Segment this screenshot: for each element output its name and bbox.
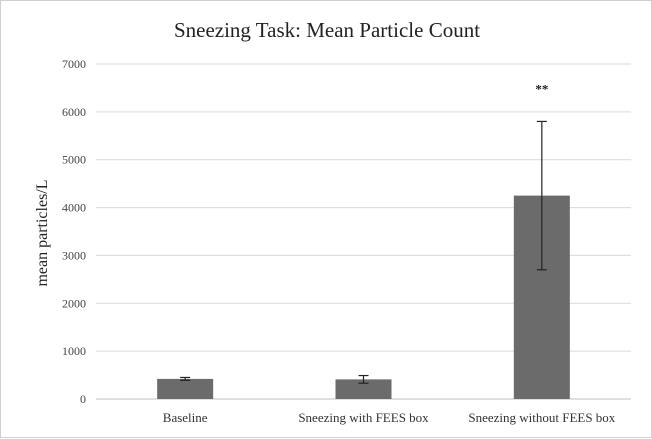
y-tick-label: 2000 [62, 296, 86, 310]
x-category-label: Sneezing without FEES box [468, 410, 615, 425]
error-bar [536, 120, 547, 271]
y-axis-label: mean particles/L [34, 179, 51, 286]
y-tick-label: 6000 [62, 105, 86, 119]
error-bar [180, 376, 191, 381]
chart-title: Sneezing Task: Mean Particle Count [174, 18, 480, 42]
y-tick-label: 5000 [62, 153, 86, 167]
y-axis-ticks: 0 1000 2000 3000 4000 5000 6000 7000 [62, 57, 86, 406]
x-category-label: Sneezing with FEES box [298, 410, 429, 425]
bars [157, 195, 570, 399]
annotations: ** [535, 81, 548, 96]
significance-marker: ** [535, 81, 548, 96]
bar [335, 379, 392, 399]
y-tick-label: 3000 [62, 248, 86, 262]
bar [157, 378, 214, 399]
x-category-label: Baseline [163, 410, 208, 425]
y-tick-label: 1000 [62, 344, 86, 358]
y-tick-label: 7000 [62, 57, 86, 71]
error-bar [358, 374, 369, 384]
y-tick-label: 0 [80, 392, 86, 406]
y-tick-label: 4000 [62, 201, 86, 215]
gridlines [96, 63, 631, 400]
error-bars [180, 120, 547, 384]
x-axis-categories: Baseline Sneezing with FEES box Sneezing w… [163, 410, 616, 425]
